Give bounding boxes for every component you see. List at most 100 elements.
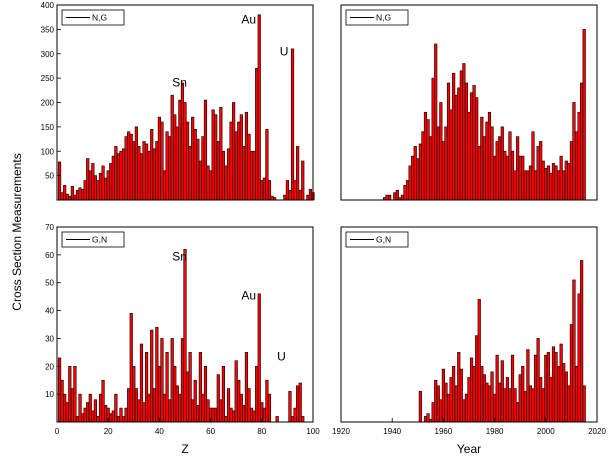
element-annotation: Sn [172, 249, 187, 263]
bar [70, 388, 74, 423]
bar [572, 102, 576, 201]
bar [101, 165, 105, 201]
bar [160, 338, 164, 423]
bar [518, 155, 522, 201]
bar [503, 150, 507, 201]
bar [127, 131, 131, 201]
bar [152, 148, 156, 201]
bar [423, 111, 428, 201]
x-tick-label: 20 [104, 427, 113, 436]
bar [531, 388, 535, 423]
bar [201, 393, 205, 423]
bar [482, 136, 486, 201]
bar [539, 377, 543, 423]
bar [393, 192, 397, 201]
y-tick-label: 350 [41, 25, 55, 34]
bar [145, 143, 149, 201]
bar [180, 338, 185, 423]
bar [57, 161, 62, 201]
bar [487, 385, 492, 423]
bar [65, 402, 69, 423]
bar [262, 177, 266, 201]
bar [147, 150, 151, 201]
bar [574, 131, 579, 201]
bar [554, 352, 558, 423]
bar [493, 155, 497, 201]
bar [70, 186, 74, 201]
bar [109, 413, 113, 423]
bar [444, 382, 448, 423]
bar [170, 338, 174, 423]
bar [418, 143, 422, 201]
bar [150, 329, 154, 423]
bar [580, 260, 584, 423]
bar [124, 136, 128, 201]
bars [57, 248, 305, 423]
legend-box [345, 231, 409, 248]
panel-year-gn: 1920 1940 1960 1980 2000 2020 Year G,N [332, 226, 606, 456]
bar [516, 136, 520, 201]
bar [457, 87, 461, 201]
bar [137, 146, 141, 201]
bar [152, 388, 156, 423]
element-annotation: Au [241, 13, 256, 27]
plot-frame [340, 4, 598, 201]
bar [495, 141, 499, 201]
bar [116, 416, 121, 423]
bar [426, 119, 430, 201]
bar [211, 109, 215, 201]
x-tick-label: 1920 [332, 427, 350, 436]
bar [185, 121, 190, 201]
y-tick-label: 300 [41, 50, 55, 59]
bar [582, 29, 586, 201]
bar [249, 150, 254, 201]
bar [275, 416, 279, 423]
bar [68, 365, 72, 423]
bar [239, 114, 243, 201]
bar [214, 407, 218, 423]
bar [503, 388, 507, 423]
bar [459, 70, 463, 201]
bar [477, 146, 481, 201]
bar [170, 94, 174, 201]
bar [88, 170, 92, 201]
bar [528, 385, 533, 423]
bar [203, 365, 208, 423]
bar [229, 407, 233, 423]
bar [121, 416, 126, 423]
bar [157, 116, 161, 201]
bar [104, 177, 108, 201]
bar [480, 116, 484, 201]
bar [168, 399, 172, 423]
bar [523, 170, 527, 201]
bar [237, 121, 241, 201]
bar [127, 388, 131, 423]
bar [262, 407, 266, 423]
bar [224, 416, 228, 423]
element-annotation: Au [241, 288, 256, 302]
bar [191, 116, 195, 201]
bar [400, 194, 405, 201]
bar [121, 148, 126, 201]
bar [101, 379, 105, 423]
bar [449, 109, 453, 201]
bar [454, 94, 458, 201]
bar [265, 379, 269, 423]
bar [436, 385, 440, 423]
bar [244, 352, 249, 423]
bar [168, 136, 172, 201]
bar [559, 343, 563, 423]
bar [234, 360, 238, 423]
bar [229, 121, 233, 201]
y-tick-label: 20 [45, 362, 54, 371]
bar [536, 146, 540, 201]
bar [539, 141, 543, 201]
bar [219, 399, 223, 423]
bar [267, 393, 272, 423]
bar [98, 172, 103, 201]
bar [505, 377, 509, 423]
y-tick-label: 250 [41, 74, 55, 83]
bar [510, 354, 515, 423]
bar [482, 374, 486, 423]
bar [249, 407, 254, 423]
